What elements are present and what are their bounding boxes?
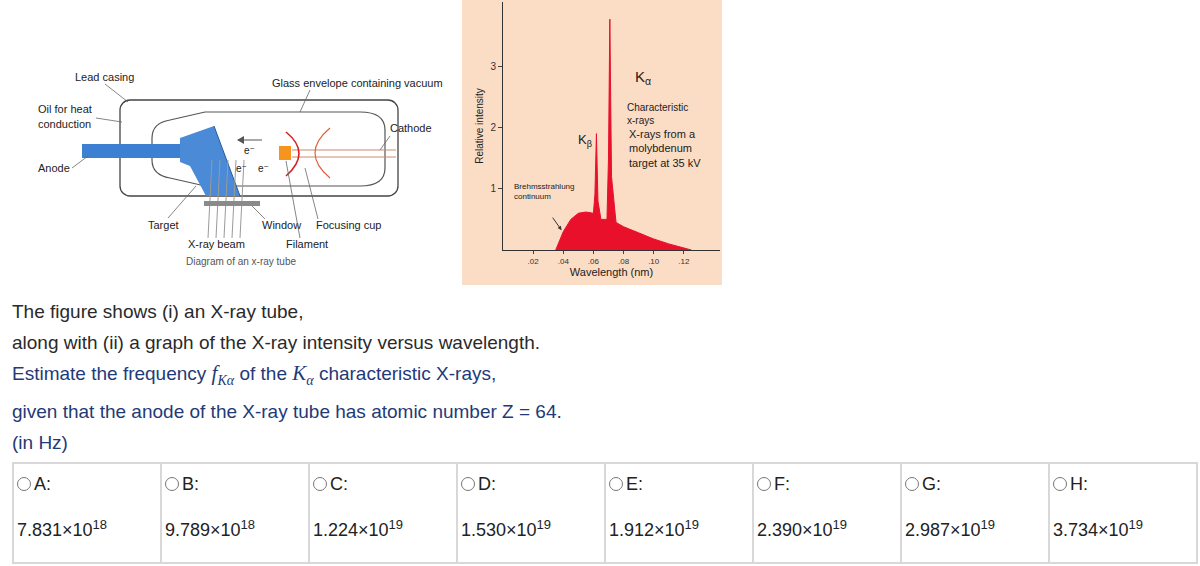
svg-text:.06: .06 [588,257,600,266]
html-text:G:: G: [922,474,941,494]
html-text:3.734×10: 3.734×10 [1053,520,1129,540]
svg-text:Characteristicx-rays: Characteristicx-rays [627,102,688,126]
html-text:9.789×10: 9.789×10 [165,520,241,540]
html-text:E:: E: [626,474,643,494]
svg-text:.10: .10 [648,257,660,266]
svg-text:e⁻: e⁻ [258,163,269,174]
svg-text:X-ray beam: X-ray beam [188,238,245,250]
html-text:B:: B: [182,474,199,494]
svg-text:.08: .08 [618,257,630,266]
html-text:19: 19 [1128,517,1143,532]
svg-text:Target: Target [148,219,179,231]
svg-text:1: 1 [490,183,496,194]
svg-text:2: 2 [490,122,496,133]
svg-text:Anode: Anode [38,162,70,174]
svg-text:Wavelength (nm): Wavelength (nm) [570,266,653,278]
svg-text:.02: .02 [528,257,540,266]
html-text:along with (ii) a graph of the: along with (ii) a graph of the X-ray int… [12,332,540,353]
html-text:The figure shows (i) an X-ray: The figure shows (i) an X-ray tube, [12,301,304,322]
svg-text:Focusing cup: Focusing cup [316,219,381,231]
svg-text:K​β​: K​β​ [578,132,592,149]
html-text:19: 19 [536,517,551,532]
html-text:1.224×10: 1.224×10 [313,520,389,540]
html-text:2.987×10: 2.987×10 [905,520,981,540]
svg-text:3: 3 [490,61,496,72]
html-text:19: 19 [980,517,995,532]
html-text:1.530×10: 1.530×10 [461,520,537,540]
svg-text:.04: .04 [558,257,570,266]
html-text:C:: C: [330,474,348,494]
html-text:2.390×10: 2.390×10 [757,520,833,540]
html-text:F:: F: [774,474,790,494]
svg-text:Diagram of an x-ray tube: Diagram of an x-ray tube [186,256,296,267]
svg-text:Lead casing: Lead casing [75,71,134,83]
html-text:D:: D: [478,474,496,494]
svg-text:e⁻: e⁻ [236,163,247,174]
html-text:19: 19 [684,517,699,532]
html-text:19: 19 [388,517,403,532]
svg-text:Glass envelope containing vacu: Glass envelope containing vacuum [272,77,443,89]
html-text:1.912×10: 1.912×10 [609,520,685,540]
svg-text:K​α​: K​α​ [635,68,651,87]
html-text:18: 18 [240,517,255,532]
svg-text:Filament: Filament [286,238,328,250]
html-text:Estimate the frequency fKαof t: Estimate the frequency fKαof the Kαchara… [12,361,497,388]
html-text:H:: H: [1070,474,1088,494]
html-text:given that the anode of the X-: given that the anode of the X-ray tube h… [12,400,562,422]
svg-text:e⁻: e⁻ [244,145,255,156]
html-text:19: 19 [832,517,847,532]
html-text:18: 18 [92,517,107,532]
svg-text:X-rays from amolybdenumtarget: X-rays from amolybdenumtarget at 35 kV [629,128,701,169]
svg-text:Window: Window [262,219,301,231]
svg-text:Oil for heat: Oil for heat [38,103,92,115]
svg-text:Cathode: Cathode [390,122,432,134]
svg-text:conduction: conduction [38,118,91,130]
html-text:A:: A: [34,474,51,494]
svg-text:Brehmsstrahlungcontinuum: Brehmsstrahlungcontinuum [514,182,574,201]
html-text:7.831×10: 7.831×10 [17,520,93,540]
svg-text:.12: .12 [678,257,690,266]
svg-text:Relative intensity: Relative intensity [474,88,485,164]
html-text:(in Hz): (in Hz) [12,431,68,453]
